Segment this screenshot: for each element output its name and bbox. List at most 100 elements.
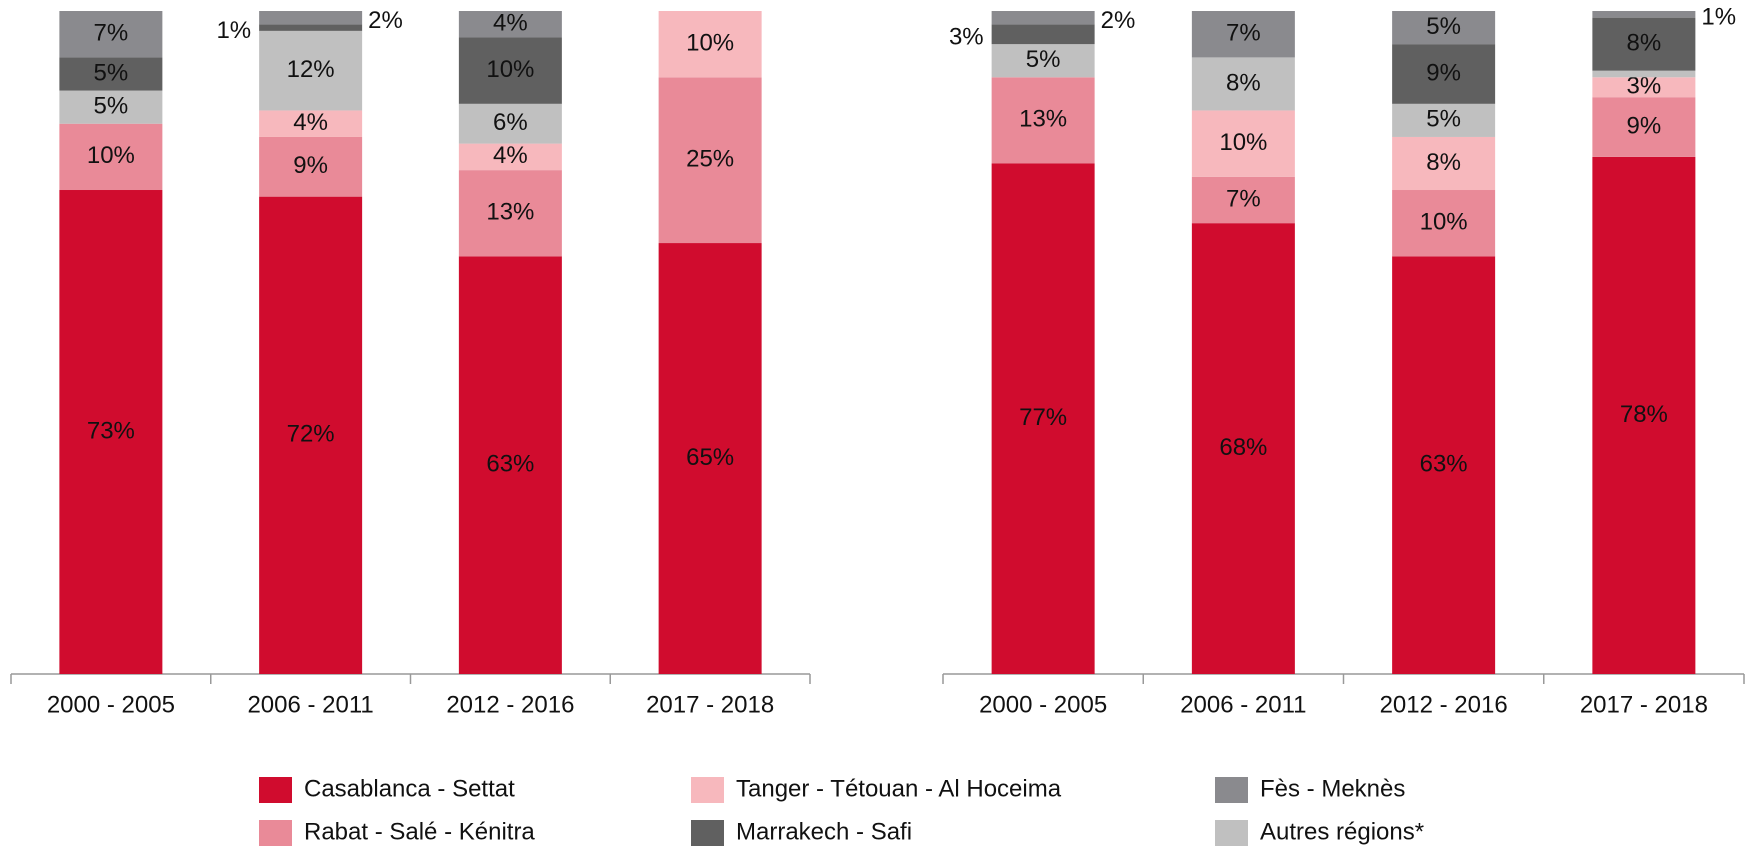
bar-segment xyxy=(59,90,163,124)
bar-segment xyxy=(1592,77,1696,98)
data-label: 78% xyxy=(1620,401,1668,428)
data-label: 10% xyxy=(486,56,534,83)
data-label: 13% xyxy=(486,199,534,226)
bar-segment xyxy=(458,37,562,104)
bar-segment xyxy=(991,77,1095,164)
bar-segment xyxy=(458,11,562,38)
bar-segment xyxy=(1392,190,1496,257)
data-label: 72% xyxy=(287,421,335,448)
data-label: 68% xyxy=(1219,434,1267,461)
bar-segment xyxy=(458,143,562,171)
data-label: 5% xyxy=(94,59,129,86)
x-tick-label: 2000 - 2005 xyxy=(47,691,175,718)
legend-swatch xyxy=(691,777,724,803)
data-label: 65% xyxy=(686,444,734,471)
bar-segment xyxy=(1191,57,1295,111)
legend-label: Autres régions* xyxy=(1260,818,1424,845)
data-label: 12% xyxy=(287,56,335,83)
x-tick-label: 2017 - 2018 xyxy=(1580,691,1708,718)
data-label: 8% xyxy=(1426,149,1461,176)
bar-segment xyxy=(458,170,562,257)
data-label: 2% xyxy=(368,7,403,34)
data-label: 4% xyxy=(493,10,528,37)
bar-segment xyxy=(991,44,1095,78)
data-label: 7% xyxy=(1226,185,1261,212)
bar-segment xyxy=(1392,136,1496,191)
bar-segment xyxy=(1592,11,1696,18)
data-label: 7% xyxy=(1226,20,1261,47)
data-label: 10% xyxy=(87,142,135,169)
data-label: 25% xyxy=(686,146,734,173)
data-label: 63% xyxy=(486,450,534,477)
bar-segment xyxy=(259,136,363,197)
x-tick-label: 2006 - 2011 xyxy=(1180,691,1306,718)
data-label: 5% xyxy=(94,92,129,119)
data-label: 77% xyxy=(1019,404,1067,431)
data-label: 73% xyxy=(87,417,135,444)
x-tick-label: 2012 - 2016 xyxy=(446,691,574,718)
bar-segment xyxy=(991,11,1095,25)
bar-segment xyxy=(259,11,363,25)
data-label: 4% xyxy=(293,109,328,136)
data-label: 5% xyxy=(1426,106,1461,133)
legend-swatch xyxy=(691,820,724,846)
bar-segment xyxy=(458,103,562,144)
x-tick-label: 2017 - 2018 xyxy=(646,691,774,718)
data-label: 9% xyxy=(1627,112,1662,139)
bar-segment xyxy=(1392,44,1496,104)
bar-segment xyxy=(991,163,1095,675)
bar-segment xyxy=(991,24,1095,45)
bar-segment xyxy=(1191,223,1295,674)
data-label: 9% xyxy=(293,152,328,179)
x-tick-label: 2012 - 2016 xyxy=(1380,691,1508,718)
data-label: 2% xyxy=(1101,7,1136,34)
data-label: 5% xyxy=(1026,46,1061,73)
data-label: 10% xyxy=(686,29,734,56)
data-label: 7% xyxy=(94,20,129,47)
bar-segment xyxy=(1191,176,1295,224)
data-label: 8% xyxy=(1226,69,1261,96)
bar-segment xyxy=(1191,110,1295,177)
legend-label: Tanger - Tétouan - Al Hoceima xyxy=(736,775,1062,802)
bar-segment xyxy=(259,110,363,137)
bar-segment xyxy=(59,123,163,191)
legend-swatch xyxy=(1215,777,1248,803)
legend-swatch xyxy=(259,820,292,846)
bar-segment xyxy=(658,243,762,675)
bar-segment xyxy=(259,24,363,31)
bar-segment xyxy=(1592,97,1696,157)
legend-label: Marrakech - Safi xyxy=(736,818,912,845)
x-tick-label: 2006 - 2011 xyxy=(247,691,373,718)
bar-segment xyxy=(1592,70,1696,78)
bar-segment xyxy=(59,190,163,674)
bar-segment xyxy=(1191,11,1295,58)
bar-segment xyxy=(658,77,762,244)
bar-segment xyxy=(458,256,562,674)
legend-swatch xyxy=(259,777,292,803)
data-label: 5% xyxy=(1426,13,1461,40)
bar-segment xyxy=(1392,11,1496,45)
data-label: 8% xyxy=(1627,29,1662,56)
legend-label: Casablanca - Settat xyxy=(304,775,515,802)
legend-label: Rabat - Salé - Kénitra xyxy=(304,818,535,845)
bar-segment xyxy=(1392,103,1496,137)
data-label: 3% xyxy=(949,24,984,51)
data-label: 6% xyxy=(493,109,528,136)
bar-segment xyxy=(59,57,163,91)
data-label: 9% xyxy=(1426,59,1461,86)
bar-segment xyxy=(1592,17,1696,71)
bar-segment xyxy=(59,11,163,58)
legend-label: Fès - Meknès xyxy=(1260,775,1405,802)
data-label: 1% xyxy=(216,17,251,44)
data-label: 10% xyxy=(1420,209,1468,236)
bar-segment xyxy=(1592,156,1696,675)
data-label: 63% xyxy=(1420,450,1468,477)
data-label: 10% xyxy=(1219,129,1267,156)
bar-segment xyxy=(259,196,363,674)
bar-segment xyxy=(1392,256,1496,674)
legend-swatch xyxy=(1215,820,1248,846)
data-label: 1% xyxy=(1701,4,1736,31)
x-tick-label: 2000 - 2005 xyxy=(979,691,1107,718)
data-label: 13% xyxy=(1019,106,1067,133)
